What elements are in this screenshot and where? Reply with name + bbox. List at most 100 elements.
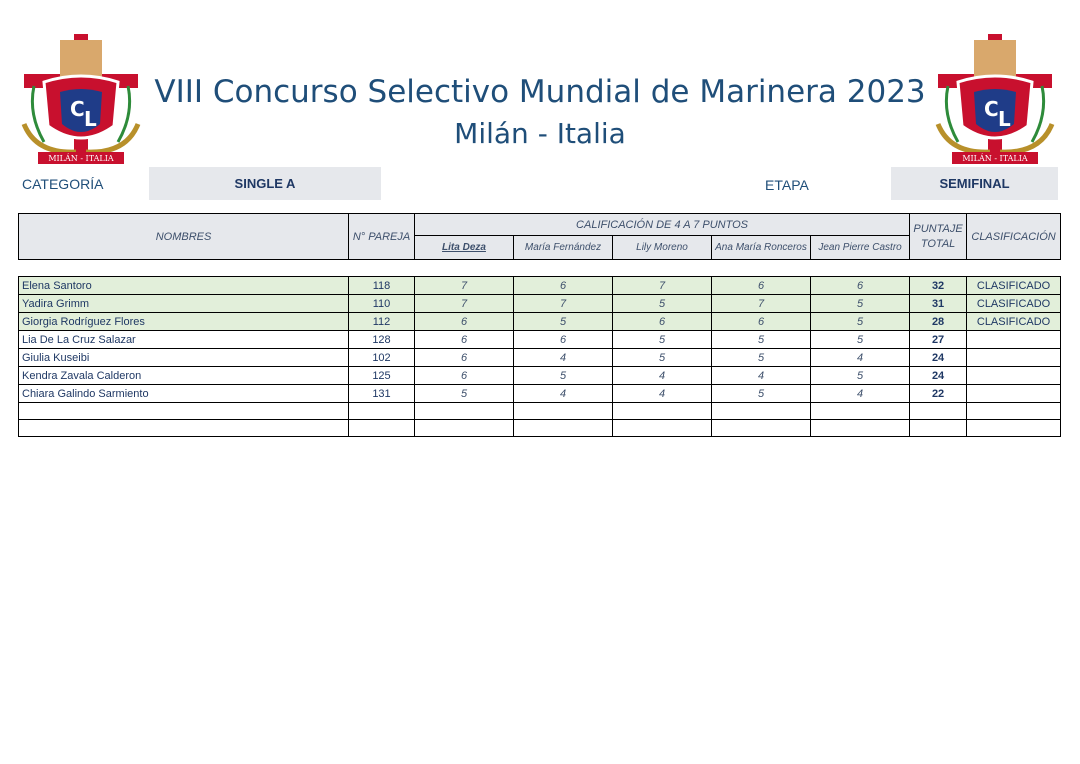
- contestant-name: Yadira Grimm: [18, 294, 349, 313]
- total-score: 31: [909, 294, 968, 313]
- judge-score: 4: [711, 366, 811, 385]
- contestant-name: Giulia Kuseibi: [18, 348, 349, 367]
- contestant-name: Elena Santoro: [18, 276, 349, 295]
- judge-score: 7: [414, 294, 514, 313]
- empty-cell: [18, 419, 349, 437]
- empty-cell: [909, 402, 968, 420]
- pair-number: 125: [348, 366, 415, 385]
- pair-number: 112: [348, 312, 415, 331]
- category-label: CATEGORÍA: [22, 176, 104, 192]
- total-score: 24: [909, 366, 968, 385]
- svg-text:L: L: [84, 107, 97, 131]
- pair-number: 102: [348, 348, 415, 367]
- header-scoring: CALIFICACIÓN DE 4 A 7 PUNTOS: [413, 213, 911, 236]
- header-judge: Lita Deza: [414, 235, 514, 260]
- stage-label: ETAPA: [765, 177, 809, 193]
- judge-score: 5: [513, 312, 613, 331]
- empty-cell: [414, 419, 514, 437]
- header-classification: CLASIFICACIÓN: [966, 213, 1062, 260]
- empty-cell: [966, 402, 1062, 420]
- classification-status: CLASIFICADO: [966, 276, 1062, 295]
- judge-score: 6: [414, 330, 514, 349]
- logo-right: C L MILÁN - ITALIA: [930, 34, 1060, 166]
- stage-value: SEMIFINAL: [891, 167, 1058, 200]
- pair-number: 118: [348, 276, 415, 295]
- empty-cell: [809, 419, 911, 437]
- classification-status: [966, 348, 1062, 367]
- table-row: Giorgia Rodríguez Flores 112 6 5 6 6 5 28 CLASIF…: [18, 312, 1062, 331]
- judge-score: 7: [414, 276, 514, 295]
- judge-score: 6: [612, 312, 712, 331]
- judge-score: 5: [809, 312, 911, 331]
- svg-text:C: C: [70, 97, 85, 121]
- svg-text:L: L: [998, 107, 1011, 131]
- classification-status: CLASIFICADO: [966, 294, 1062, 313]
- table-row: Lia De La Cruz Salazar 128 6 6 5 5 5 27: [18, 330, 1062, 349]
- judge-score: 6: [809, 276, 911, 295]
- judges-row: Lita Deza María Fernández Lily Moreno An…: [19, 235, 1061, 260]
- table-row: Kendra Zavala Calderon 125 6 5 4 4 5 24: [18, 366, 1062, 385]
- table-row: Giulia Kuseibi 102 6 4 5 5 4 24: [18, 348, 1062, 367]
- svg-text:C: C: [984, 97, 999, 121]
- judge-score: 7: [711, 294, 811, 313]
- table-header-row: NOMBRES N° PAREJA CALIFICACIÓN DE 4 A 7 …: [18, 213, 1062, 260]
- contestant-name: Giorgia Rodríguez Flores: [18, 312, 349, 331]
- svg-text:MILÁN - ITALIA: MILÁN - ITALIA: [962, 154, 1028, 163]
- judge-score: 6: [513, 276, 613, 295]
- judge-score: 5: [612, 294, 712, 313]
- logo-left: C L MILÁN - ITALIA: [16, 34, 146, 166]
- empty-cell: [966, 419, 1062, 437]
- empty-cell: [348, 402, 415, 420]
- page-title: VIII Concurso Selectivo Mundial de Marin…: [154, 74, 926, 110]
- judge-score: 5: [809, 366, 911, 385]
- page-subtitle: Milán - Italia: [454, 117, 626, 150]
- empty-row: [18, 402, 1062, 420]
- contestant-name: Chiara Galindo Sarmiento: [18, 384, 349, 403]
- pair-number: 128: [348, 330, 415, 349]
- empty-cell: [809, 402, 911, 420]
- contestant-name: Lia De La Cruz Salazar: [18, 330, 349, 349]
- table-spacer: [19, 260, 1061, 277]
- judge-score: 5: [711, 348, 811, 367]
- header-judge: Ana María Ronceros: [711, 235, 811, 260]
- judge-score: 7: [612, 276, 712, 295]
- judge-score: 6: [414, 312, 514, 331]
- empty-cell: [909, 419, 968, 437]
- judge-score: 6: [414, 366, 514, 385]
- contestant-name: Kendra Zavala Calderon: [18, 366, 349, 385]
- total-score: 32: [909, 276, 968, 295]
- classification-status: [966, 384, 1062, 403]
- category-value: SINGLE A: [149, 167, 381, 200]
- judge-score: 5: [711, 330, 811, 349]
- judge-score: 5: [612, 330, 712, 349]
- classification-status: [966, 330, 1062, 349]
- empty-cell: [711, 402, 811, 420]
- judge-score: 5: [612, 348, 712, 367]
- judge-score: 5: [711, 384, 811, 403]
- judge-score: 5: [809, 294, 911, 313]
- empty-cell: [513, 419, 613, 437]
- table-row: Elena Santoro 118 7 6 7 6 6 32 CLASIFICADO: [18, 276, 1062, 295]
- judge-score: 4: [612, 384, 712, 403]
- judge-score: 5: [414, 384, 514, 403]
- header-judge: María Fernández: [513, 235, 613, 260]
- judge-score: 4: [809, 348, 911, 367]
- judge-score: 5: [809, 330, 911, 349]
- classification-status: [966, 366, 1062, 385]
- svg-text:MILÁN - ITALIA: MILÁN - ITALIA: [48, 154, 114, 163]
- empty-cell: [513, 402, 613, 420]
- total-score: 27: [909, 330, 968, 349]
- pair-number: 131: [348, 384, 415, 403]
- judge-score: 4: [513, 384, 613, 403]
- header-total: PUNTAJE TOTAL: [909, 213, 968, 260]
- table-row: Chiara Galindo Sarmiento 131 5 4 4 5 4 22: [18, 384, 1062, 403]
- empty-cell: [612, 419, 712, 437]
- judge-score: 6: [711, 276, 811, 295]
- empty-row: [18, 419, 1062, 437]
- empty-cell: [348, 419, 415, 437]
- header-judge: Lily Moreno: [612, 235, 712, 260]
- header-names: NOMBRES: [18, 213, 349, 260]
- judge-score: 4: [612, 366, 712, 385]
- empty-cell: [711, 419, 811, 437]
- header-judge: Jean Pierre Castro: [809, 235, 911, 260]
